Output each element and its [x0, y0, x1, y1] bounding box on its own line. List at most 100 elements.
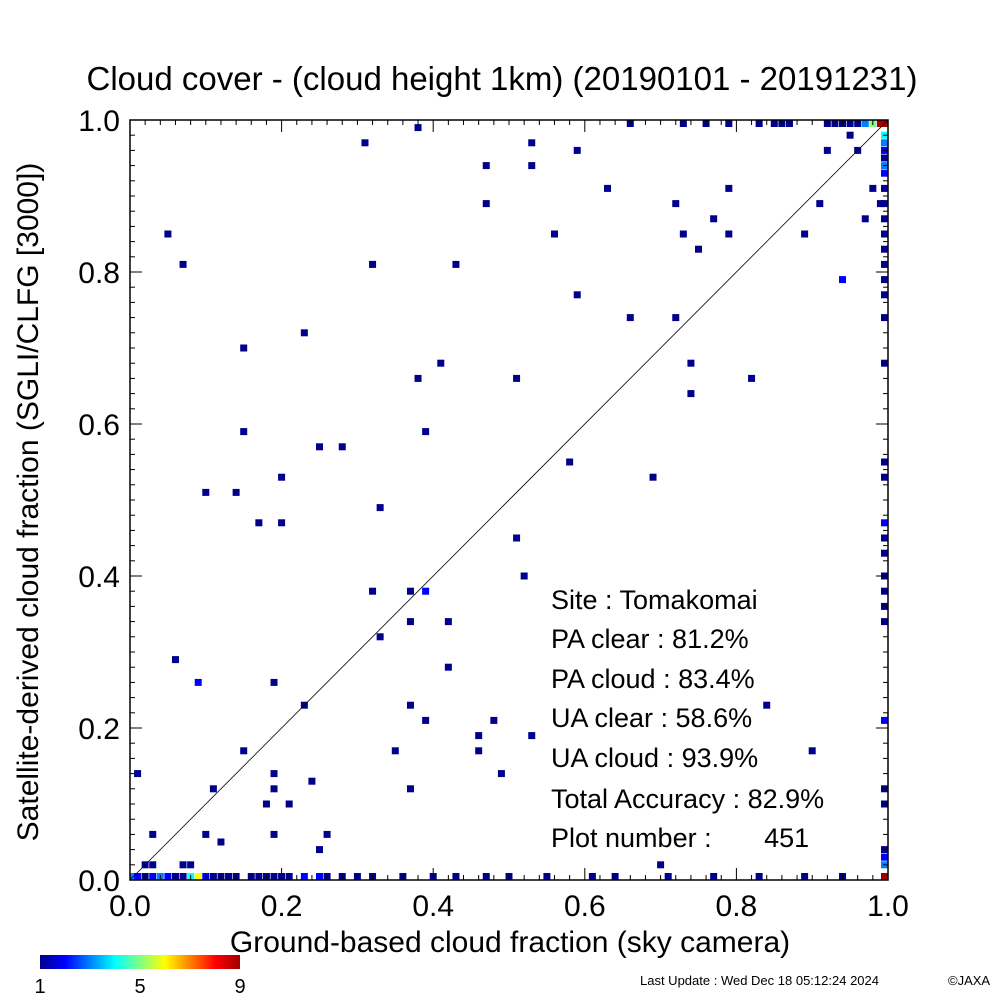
data-cell [414, 374, 422, 382]
data-cell [225, 873, 233, 880]
total-accuracy-stat: Total Accuracy : 82.9% [551, 784, 824, 814]
data-cell [285, 800, 293, 808]
data-cell [679, 120, 687, 127]
data-cell [240, 747, 248, 755]
data-cell [881, 260, 888, 268]
data-cell [881, 549, 888, 557]
site-label: Site : Tomakomai [551, 585, 758, 615]
data-cell [323, 830, 331, 838]
data-cell [482, 200, 490, 208]
colorbar-mid-label: 5 [134, 976, 145, 998]
data-cell [881, 169, 888, 177]
x-tick-label: 0.2 [261, 890, 303, 923]
data-cell [240, 428, 248, 436]
data-cell [278, 519, 286, 527]
data-cell [194, 678, 202, 686]
data-cell [876, 120, 884, 127]
data-cell [278, 473, 286, 481]
data-cell [881, 215, 888, 223]
data-cell [164, 873, 172, 880]
data-cell [406, 618, 414, 626]
data-cell [748, 374, 756, 382]
data-cell [285, 873, 293, 880]
data-cell [202, 830, 210, 838]
data-cell [316, 846, 323, 854]
data-cell [528, 162, 536, 170]
data-cell [566, 458, 574, 466]
data-cell [308, 777, 316, 785]
data-cell [475, 732, 483, 740]
plot-area: 0.0 0.2 0.4 0.6 0.8 1.0 0.0 0.2 0.4 0.6 0.8 1.0 [78, 105, 909, 923]
data-cell [134, 770, 142, 778]
x-tick-label: 0.0 [109, 890, 151, 923]
data-cell [881, 139, 888, 147]
data-cell [831, 120, 839, 127]
data-cell [725, 230, 733, 238]
data-cell [604, 184, 612, 192]
data-cell [270, 770, 278, 778]
y-tick-label: 0.2 [78, 713, 120, 746]
data-cell [881, 154, 888, 162]
data-cell [497, 770, 505, 778]
chart-title: Cloud cover - (cloud height 1km) (201901… [87, 60, 918, 97]
data-cell [300, 873, 308, 880]
data-cell [573, 291, 581, 299]
y-tick-label: 1.0 [78, 105, 120, 138]
data-cell [255, 873, 263, 880]
y-tick-label: 0.6 [78, 409, 120, 442]
x-tick-label: 0.8 [716, 890, 758, 923]
data-cell [588, 873, 596, 880]
data-cell [881, 230, 888, 238]
y-tick-label: 0.8 [78, 257, 120, 290]
data-cell [270, 678, 278, 686]
statistics-panel: Site : Tomakomai PA clear : 81.2% PA clo… [551, 585, 824, 853]
data-cell [338, 443, 346, 451]
data-cell [543, 873, 551, 880]
data-cell [452, 873, 460, 880]
data-cell [710, 873, 718, 880]
data-cell [861, 120, 869, 127]
data-cells [130, 120, 888, 880]
data-cell [770, 120, 778, 127]
data-cell [725, 184, 733, 192]
data-cell [482, 873, 490, 880]
data-cell [881, 245, 888, 253]
data-cell [573, 146, 581, 154]
copyright-text: ©JAXA [948, 973, 990, 988]
data-cell [513, 534, 521, 542]
data-cell [672, 314, 680, 322]
data-cell [414, 124, 422, 132]
data-cell [406, 785, 414, 793]
data-cell [695, 245, 702, 253]
data-cell [171, 656, 179, 664]
data-cell [149, 873, 157, 880]
colorbar-min-label: 1 [34, 976, 45, 998]
data-cell [755, 120, 763, 127]
data-cell [187, 861, 195, 869]
data-cell [528, 732, 536, 740]
y-axis-label: Satellite-derived cloud fraction (SGLI/C… [12, 163, 45, 842]
data-cell [240, 344, 248, 352]
data-cell [846, 120, 854, 127]
data-cell [687, 390, 695, 398]
data-cell [300, 329, 308, 337]
data-cell [490, 716, 498, 724]
pa-clear-stat: PA clear : 81.2% [551, 624, 749, 654]
data-cell [406, 701, 414, 709]
pa-cloud-stat: PA cloud : 83.4% [551, 664, 755, 694]
data-cell [209, 873, 217, 880]
colorbar: 1 5 9 [34, 955, 246, 998]
data-cell [881, 873, 888, 880]
data-cell [881, 853, 888, 861]
data-cell [217, 838, 225, 846]
data-cell [657, 861, 665, 869]
data-cell [179, 873, 187, 880]
data-cell [839, 276, 847, 284]
data-cell [202, 488, 210, 496]
data-cell [255, 519, 263, 527]
data-cell [881, 534, 888, 542]
data-cell [626, 314, 634, 322]
data-cell [209, 785, 217, 793]
data-cell [376, 633, 384, 641]
